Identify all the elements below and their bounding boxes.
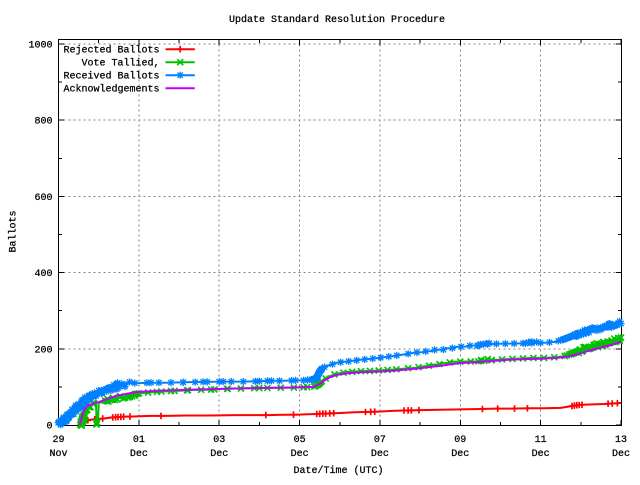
svg-text:Dec: Dec <box>451 449 469 460</box>
svg-text:Dec: Dec <box>371 449 389 460</box>
svg-text:11: 11 <box>535 435 547 446</box>
svg-text:200: 200 <box>34 345 52 356</box>
svg-text:13: 13 <box>615 435 627 446</box>
svg-text:Update Standard Resolution Pro: Update Standard Resolution Procedure <box>229 14 445 26</box>
svg-text:03: 03 <box>213 435 225 446</box>
svg-text:05: 05 <box>294 435 306 446</box>
svg-text:Dec: Dec <box>210 449 228 460</box>
svg-text:Dec: Dec <box>612 449 630 460</box>
svg-text:Vote Tallied,: Vote Tallied, <box>81 58 159 70</box>
svg-text:09: 09 <box>454 435 466 446</box>
svg-text:01: 01 <box>133 435 145 446</box>
svg-text:Nov: Nov <box>49 449 67 460</box>
svg-text:0: 0 <box>46 422 52 433</box>
svg-text:Dec: Dec <box>130 449 148 460</box>
svg-text:Ballots: Ballots <box>8 210 20 252</box>
svg-text:Received Ballots: Received Ballots <box>63 71 159 83</box>
svg-text:07: 07 <box>374 435 386 446</box>
svg-text:600: 600 <box>34 193 52 204</box>
svg-text:Dec: Dec <box>291 449 309 460</box>
svg-text:400: 400 <box>34 269 52 280</box>
svg-text:Dec: Dec <box>532 449 550 460</box>
svg-text:800: 800 <box>34 117 52 128</box>
svg-text:Rejected Ballots: Rejected Ballots <box>63 45 159 57</box>
svg-text:1000: 1000 <box>28 41 52 52</box>
svg-text:Date/Time (UTC): Date/Time (UTC) <box>293 465 383 477</box>
svg-text:Acknowledgements: Acknowledgements <box>63 84 159 96</box>
svg-text:29: 29 <box>52 435 64 446</box>
